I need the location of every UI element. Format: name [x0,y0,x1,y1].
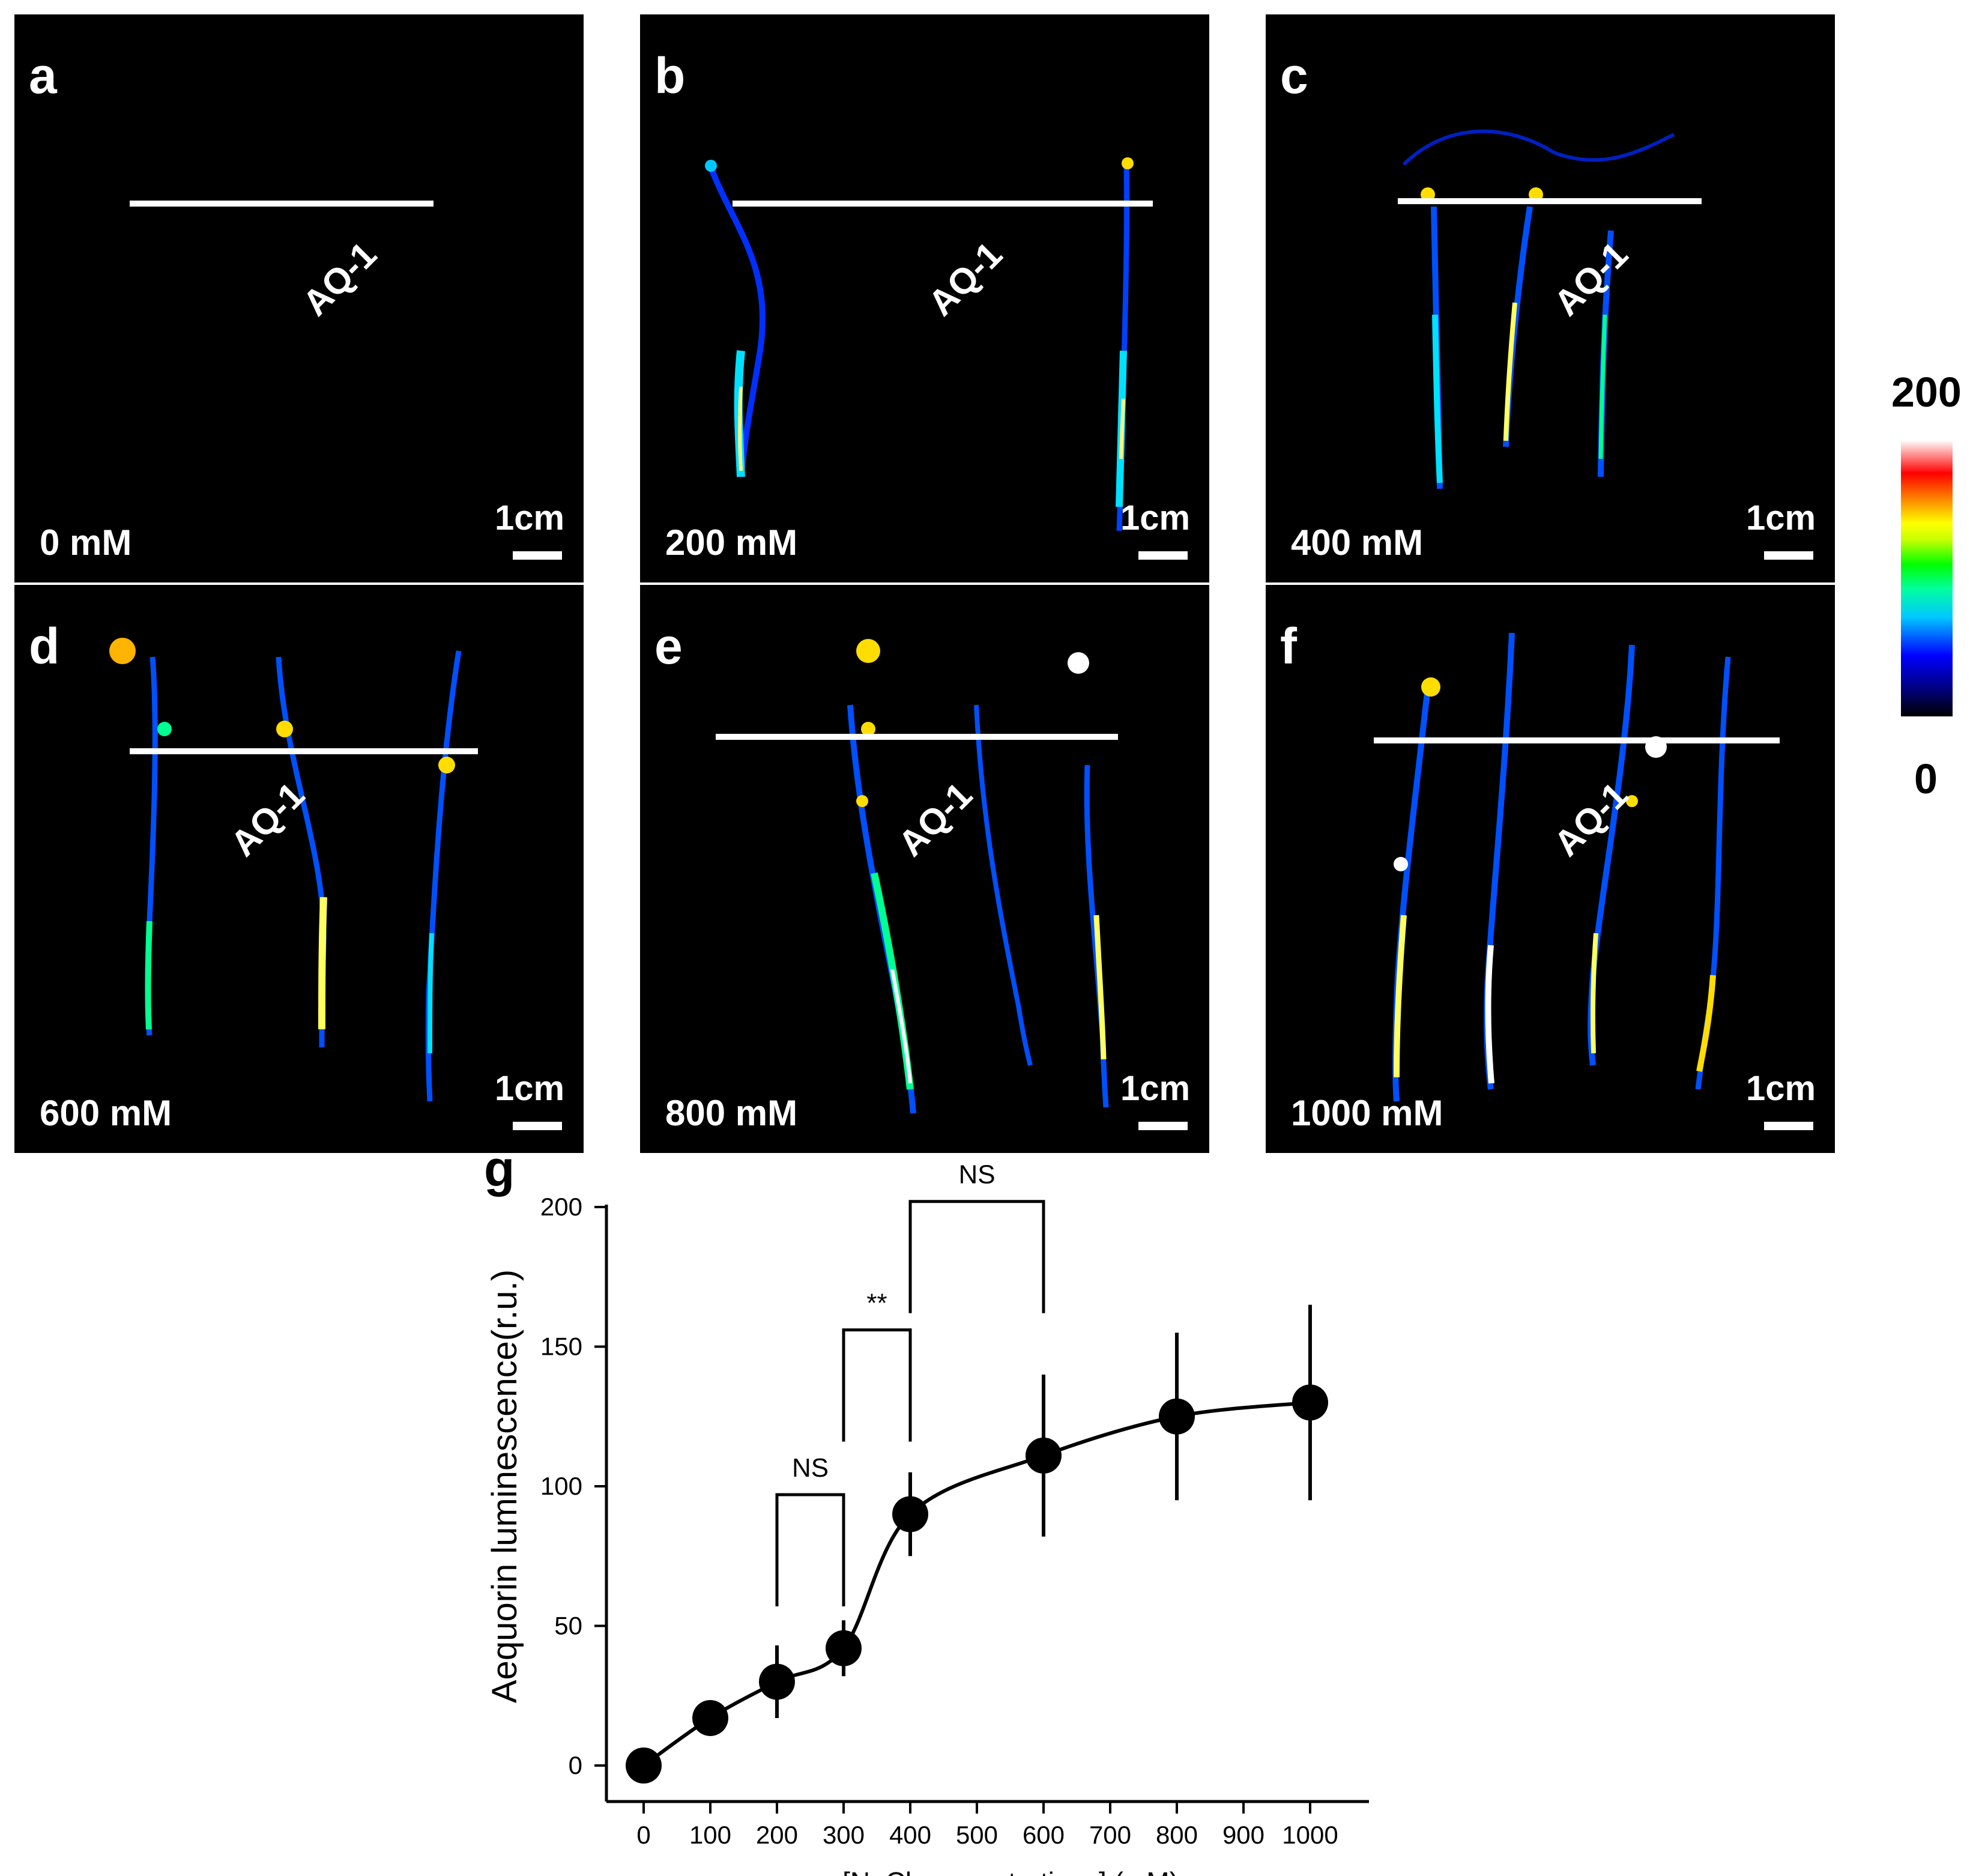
x-tick-label: 100 [689,1821,731,1849]
panel-label-g: g [484,1140,515,1197]
luminescence-image-f [1392,632,1731,1102]
panel-d: d AQ-1 600 mM 1cm [14,585,584,1153]
panel-label: d [29,618,60,674]
scale-label: 1cm [494,1069,565,1108]
scale-bar [513,551,562,560]
panel-c: c AQ-1 400 mM 1cm [1266,14,1835,582]
panel-label: e [654,618,683,674]
x-tick-label: 800 [1156,1821,1198,1849]
y-tick-label: 100 [540,1472,582,1500]
data-point [1292,1384,1328,1421]
x-tick-label: 700 [1089,1821,1131,1849]
panel-f: f AQ-1 1000 mM 1cm [1266,585,1835,1153]
scale-bar [513,1122,562,1130]
aq-line [130,748,478,754]
scale-label: 1cm [1120,1069,1191,1108]
significance-label: NS [958,1160,995,1190]
x-tick-label: 300 [823,1821,865,1849]
colorbar [1901,440,1953,716]
aq-line [716,734,1118,740]
luminescence-image-e [847,639,1109,1114]
concentration-label: 1000 mM [1291,1093,1443,1133]
data-point [759,1663,795,1700]
scale-bar [1764,551,1813,560]
x-axis-label: [NaCl concentrations] (mM) [842,1866,1179,1876]
colorbar-max-label: 200 [1891,369,1962,416]
data-point [826,1630,862,1666]
aq-line [1398,198,1702,204]
panel-a: a AQ-1 0 mM 1cm [14,14,584,582]
data-point [1159,1398,1195,1435]
x-tick-label: 0 [636,1821,650,1849]
scale-bar [1138,551,1188,560]
concentration-label: 400 mM [1291,522,1424,563]
scale-label: 1cm [1745,1069,1816,1108]
x-tick-label: 500 [956,1821,998,1849]
series-line [642,1400,1311,1767]
data-point [892,1496,928,1533]
x-tick-label: 200 [756,1821,798,1849]
luminescence-image-d [109,638,462,1102]
significance-bracket [775,1493,845,1606]
colorbar-min-label: 0 [1914,755,1938,802]
data-point [692,1699,728,1736]
y-tick-label: 50 [554,1612,582,1640]
concentration-label: 600 mM [40,1093,172,1133]
scale-label: 1cm [1745,498,1816,537]
panel-label: a [29,47,57,104]
data-point [626,1747,662,1784]
x-tick-label: 900 [1222,1821,1264,1849]
significance-label: NS [792,1453,829,1483]
scale-label: 1cm [494,498,565,537]
aq-line [1374,737,1780,743]
concentration-label: 200 mM [665,522,798,563]
panel-b: b AQ-1 200 mM 1cm [640,14,1209,582]
concentration-label: 0 mM [40,522,132,563]
aq-line [130,201,434,207]
y-tick-label: 0 [569,1751,582,1779]
scale-label: 1cm [1120,498,1191,537]
x-tick-label: 400 [889,1821,931,1849]
data-point [1026,1437,1062,1474]
panel-label: c [1280,47,1308,104]
concentration-label: 800 mM [665,1093,798,1133]
x-tick-label: 600 [1023,1821,1065,1849]
y-tick-label: 200 [540,1193,582,1221]
panel-label: f [1280,618,1297,674]
scale-bar [1764,1122,1813,1130]
luminescence-chart: 0 50 100 150 200 0 100 200 300 400 500 600 700 800 900… [485,1160,1369,1876]
x-tick-label: 1000 [1282,1821,1338,1849]
panel-e: e AQ-1 800 mM 1cm [640,585,1209,1153]
aq-line [733,201,1153,207]
y-tick-label: 150 [540,1333,582,1361]
scale-bar [1138,1122,1188,1130]
y-axis-label: Aequorin luminescence(r.u.) [485,1269,524,1703]
panel-label: b [654,47,686,104]
significance-label: ** [866,1289,887,1318]
luminescence-image-b [705,157,1134,531]
significance-bracket [908,1200,1045,1313]
significance-bracket [842,1328,912,1442]
